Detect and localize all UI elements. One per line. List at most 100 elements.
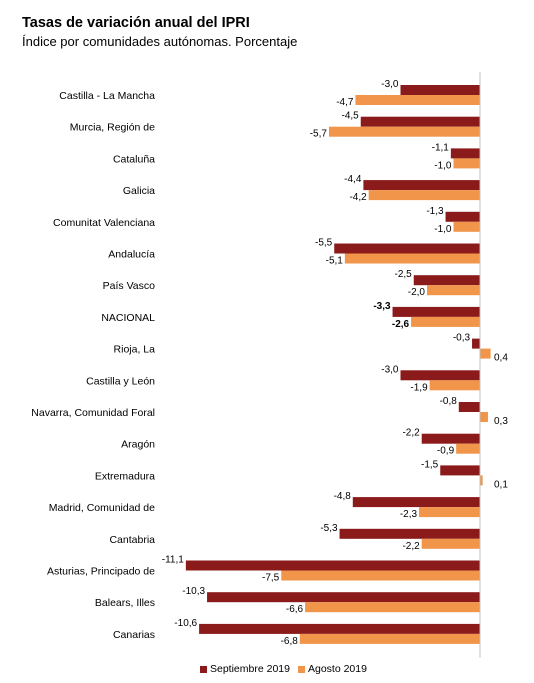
legend-swatch-series2 <box>297 665 305 673</box>
category-label: Extremadura <box>95 470 155 482</box>
value-label: -5,5 <box>315 238 333 249</box>
value-label: -4,7 <box>336 97 354 108</box>
value-label: -5,3 <box>320 523 338 534</box>
bar-series1 <box>392 306 480 317</box>
category-label: Rioja, La <box>114 344 156 356</box>
bar-series1 <box>207 592 481 603</box>
chart-subtitle: Índice por comunidades autónomas. Porcen… <box>22 34 298 49</box>
value-label: -3,3 <box>373 301 391 312</box>
category-label: Navarra, Comunidad Foral <box>31 407 155 419</box>
category-label: Andalucía <box>108 249 155 261</box>
value-label: -5,1 <box>326 256 344 267</box>
bar-series1 <box>360 116 480 127</box>
bar-series2 <box>368 190 480 201</box>
bar-series2 <box>419 507 480 518</box>
value-label: -3,0 <box>381 79 399 90</box>
bar-series2 <box>328 126 480 137</box>
bar-series2 <box>344 253 480 264</box>
category-label: Cataluña <box>113 153 155 165</box>
value-label: -2,3 <box>400 509 418 520</box>
bar-series1 <box>400 85 480 95</box>
legend-swatch-series1 <box>200 665 207 673</box>
category-label: Galicia <box>123 185 155 197</box>
category-label: NACIONAL <box>101 312 155 324</box>
bar-series2 <box>480 412 488 422</box>
bar-series2 <box>456 443 480 454</box>
chart-legend: Septiembre 2019 Agosto 2019 <box>200 663 375 675</box>
category-label: Castilla y León <box>86 375 155 387</box>
legend-label-series1: Septiembre 2019 <box>210 663 290 675</box>
value-label: -2,0 <box>408 287 426 298</box>
value-label: -1,5 <box>421 459 439 470</box>
value-label: -4,4 <box>344 174 362 185</box>
value-label: 0,1 <box>494 479 508 490</box>
value-label: -3,0 <box>381 364 399 375</box>
value-label: 0,3 <box>494 416 508 427</box>
bar-series2 <box>453 221 480 232</box>
bar-series2 <box>421 538 480 549</box>
legend-label-series2: Agosto 2019 <box>307 663 367 675</box>
category-label: Balears, Illes <box>95 597 155 609</box>
bar-series1 <box>413 275 480 286</box>
bar-series2 <box>411 316 480 327</box>
value-label: -5,7 <box>310 129 328 140</box>
bar-series2 <box>281 570 480 581</box>
chart-title: Tasas de variación anual del IPRI <box>22 15 250 31</box>
value-label: -0,8 <box>440 396 458 407</box>
value-label: -1,9 <box>410 382 428 393</box>
bar-series2 <box>429 380 480 391</box>
value-label: -0,3 <box>453 333 471 344</box>
category-label: País Vasco <box>103 280 155 292</box>
category-label: Castilla - La Mancha <box>59 90 155 102</box>
value-label: -1,0 <box>434 160 452 171</box>
bar-series1 <box>339 528 480 539</box>
value-label: -2,5 <box>395 269 413 280</box>
category-label: Madrid, Comunidad de <box>49 502 155 514</box>
value-label: -2,6 <box>392 319 410 330</box>
bar-series1 <box>363 180 480 191</box>
value-label: -1,3 <box>426 206 444 217</box>
bar-series1 <box>185 560 480 571</box>
bar-series1 <box>352 497 480 508</box>
bar-series1 <box>445 211 480 222</box>
value-label: -0,9 <box>437 446 455 457</box>
value-label: -10,6 <box>174 618 197 629</box>
category-label: Comunitat Valenciana <box>53 217 155 229</box>
bar-series1 <box>199 623 480 634</box>
bar-series1 <box>458 402 480 412</box>
value-label: 0,4 <box>494 353 508 364</box>
bar-series1 <box>421 433 480 444</box>
bar-series1 <box>400 370 480 381</box>
category-label: Cantabria <box>109 534 155 546</box>
value-label: -1,0 <box>434 224 452 235</box>
bar-series2 <box>305 602 480 613</box>
bar-series1 <box>472 338 480 349</box>
value-label: -11,1 <box>162 555 184 566</box>
category-label: Canarias <box>113 629 155 641</box>
category-label: Murcia, Región de <box>70 122 155 134</box>
legend-item-series2: Agosto 2019 <box>297 663 367 675</box>
bar-series1 <box>450 148 480 159</box>
value-label: -4,8 <box>334 491 352 502</box>
value-label: -1,1 <box>432 142 450 153</box>
value-label: -10,3 <box>182 586 205 597</box>
value-label: -7,5 <box>262 573 280 584</box>
value-label: -2,2 <box>402 541 420 552</box>
value-label: -6,6 <box>286 604 304 615</box>
legend-item-series1: Septiembre 2019 <box>200 663 290 675</box>
category-label: Asturias, Principado de <box>47 566 155 578</box>
bar-series1 <box>334 243 480 254</box>
value-label: -4,5 <box>342 111 360 122</box>
category-label: Aragón <box>121 439 155 451</box>
bar-series1 <box>440 465 480 476</box>
bar-series2 <box>299 633 480 644</box>
value-label: -4,2 <box>349 192 367 203</box>
bar-series2 <box>427 285 480 296</box>
bar-series2 <box>453 158 480 169</box>
bar-series2 <box>355 95 480 105</box>
value-label: -6,8 <box>281 636 299 647</box>
bar-series2 <box>480 348 491 359</box>
bar-series2 <box>480 475 483 486</box>
value-label: -2,2 <box>402 428 420 439</box>
